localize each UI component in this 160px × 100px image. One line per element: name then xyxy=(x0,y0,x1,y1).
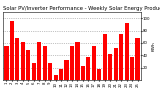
Bar xyxy=(54,75,58,80)
Bar xyxy=(59,69,63,80)
Bar xyxy=(130,56,134,80)
Bar xyxy=(136,38,140,80)
Bar xyxy=(119,34,123,80)
Bar xyxy=(97,69,101,80)
Bar xyxy=(4,46,8,80)
Text: Solar PV/Inverter Performance - Weekly Solar Energy Production: Solar PV/Inverter Performance - Weekly S… xyxy=(3,6,160,11)
Bar xyxy=(124,23,129,80)
Bar xyxy=(86,56,90,80)
Bar xyxy=(114,48,118,80)
Bar xyxy=(32,63,36,80)
Bar xyxy=(37,42,41,80)
Bar xyxy=(75,42,80,80)
Bar xyxy=(70,46,74,80)
Bar xyxy=(64,60,69,80)
Bar xyxy=(92,46,96,80)
Bar xyxy=(48,63,52,80)
Bar xyxy=(43,46,47,80)
Bar xyxy=(103,34,107,80)
Y-axis label: KWh: KWh xyxy=(152,41,156,51)
Bar xyxy=(15,38,20,80)
Bar xyxy=(26,50,30,80)
Bar xyxy=(108,54,112,80)
Bar xyxy=(81,66,85,80)
Bar xyxy=(21,42,25,80)
Bar xyxy=(10,21,14,80)
